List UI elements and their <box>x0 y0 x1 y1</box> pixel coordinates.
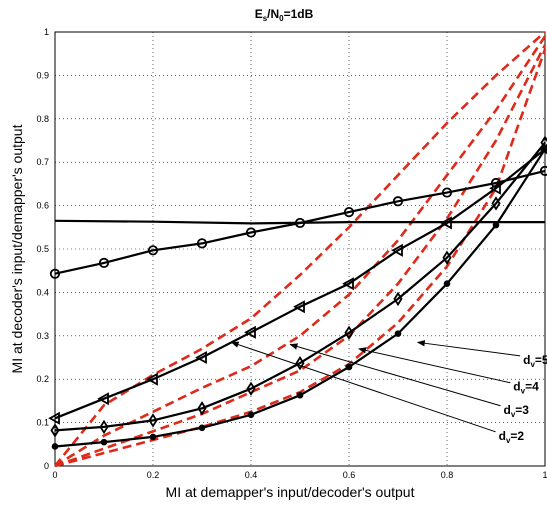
dot-marker <box>443 280 451 288</box>
x-tick-label: 0.8 <box>441 470 454 480</box>
circle-marker <box>147 245 159 256</box>
triangle-marker <box>97 392 109 406</box>
triangle-marker <box>293 300 305 314</box>
annotation-arrow <box>230 341 496 433</box>
black-series-line <box>54 148 546 448</box>
triangle-marker <box>146 372 158 386</box>
black-series-line <box>54 148 546 420</box>
x-tick-label: 1 <box>542 470 547 480</box>
dot-marker <box>247 411 255 419</box>
y-tick-labels: 0 0.1 0.2 0.3 0.4 0.5 0.6 0.7 0.8 0.9 1 <box>36 27 49 471</box>
circle-marker <box>294 217 306 229</box>
annotation-label: dv=2 <box>499 429 525 445</box>
plot-frame <box>54 31 546 467</box>
triangle-marker <box>440 216 452 230</box>
diamond-marker <box>393 291 403 307</box>
y-tick-label: 0.8 <box>36 114 49 124</box>
diamond-marker <box>99 419 109 435</box>
diamond-marker <box>295 355 305 371</box>
triangle-marker <box>391 243 403 257</box>
dot-marker <box>541 145 547 153</box>
annotation-layer: dv=5 dv=4 dv=3 dv=2 <box>230 340 547 445</box>
x-tick-label: 0.6 <box>343 470 356 480</box>
dot-marker <box>149 433 157 441</box>
triangle-marker <box>48 411 60 425</box>
dot-marker <box>296 391 304 399</box>
y-tick-label: 0.7 <box>36 157 49 167</box>
x-tick-label: 0.2 <box>147 470 160 480</box>
annotation-label: dv=4 <box>513 380 539 396</box>
y-tick-label: 0.3 <box>36 331 49 341</box>
y-tick-label: 0.6 <box>36 201 49 211</box>
annotation-arrow <box>358 347 511 384</box>
chart-title: Es/N0=1dB <box>255 7 314 23</box>
x-tick-labels: 0 0.2 0.4 0.6 0.8 1 <box>52 470 547 480</box>
circle-marker <box>539 165 547 176</box>
circle-marker <box>49 268 61 279</box>
x-tick-label: 0 <box>52 470 57 480</box>
triangle-marker <box>489 181 501 195</box>
y-tick-label: 0.4 <box>36 287 49 297</box>
dot-marker <box>345 363 353 371</box>
annotation-label: dv=5 <box>523 353 547 369</box>
annotation-arrow <box>416 340 521 357</box>
red-dashed-series-line <box>54 35 547 468</box>
circle-marker <box>441 187 453 198</box>
diamond-marker <box>50 423 60 438</box>
grid <box>55 32 545 466</box>
dot-marker <box>198 424 206 432</box>
diamond-marker <box>442 250 452 265</box>
y-tick-label: 1 <box>44 27 49 37</box>
dot-marker <box>394 330 402 337</box>
diamond-marker <box>344 325 354 340</box>
diamond-marker <box>197 401 207 416</box>
black-series-line <box>54 142 546 432</box>
dot-marker <box>100 438 108 446</box>
circle-marker <box>343 207 355 218</box>
annotation-arrow <box>289 343 501 407</box>
y-axis-label: MI at decoder's input/demapper's output <box>9 124 25 373</box>
triangle-marker <box>244 325 256 339</box>
black-series-line <box>54 169 546 275</box>
dot-marker <box>492 221 500 229</box>
diamond-marker <box>491 196 501 211</box>
red-dashed-series-line <box>54 44 547 468</box>
circle-marker <box>245 227 257 238</box>
circle-marker <box>98 257 110 268</box>
y-tick-label: 0.5 <box>36 244 49 254</box>
y-tick-label: 0.2 <box>36 374 49 384</box>
annotation-label: dv=3 <box>504 403 530 419</box>
x-tick-label: 0.4 <box>245 470 258 480</box>
y-tick-label: 0.9 <box>36 70 49 80</box>
diamond-marker <box>246 381 256 396</box>
series-layer <box>48 31 547 468</box>
triangle-marker <box>195 350 207 365</box>
triangle-marker <box>342 277 354 291</box>
y-tick-label: 0 <box>44 461 49 471</box>
circle-marker <box>196 238 208 249</box>
x-axis-label: MI at demapper's input/decoder's output <box>166 484 415 500</box>
circle-marker <box>392 196 404 207</box>
diamond-marker <box>148 413 158 428</box>
dot-marker <box>51 443 59 450</box>
y-tick-label: 0.1 <box>36 418 49 428</box>
